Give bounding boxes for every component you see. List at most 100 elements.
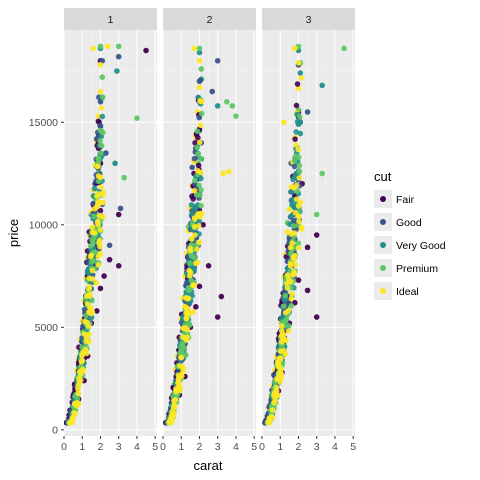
- x-tick-label: 0: [160, 441, 166, 453]
- point-ideal: [288, 279, 295, 285]
- point-good: [304, 109, 311, 115]
- point-ideal: [182, 324, 188, 331]
- point-ideal: [76, 368, 83, 375]
- point-premium: [186, 321, 193, 327]
- point-premium: [341, 45, 347, 52]
- point-ideal: [88, 252, 95, 259]
- point-ideal: [175, 376, 182, 383]
- legend-marker: [380, 219, 386, 225]
- point-premium: [283, 316, 290, 323]
- point-ideal: [269, 407, 276, 413]
- point-ideal: [284, 280, 290, 287]
- point-fair: [115, 263, 122, 269]
- point-ideal: [288, 295, 295, 302]
- point-ideal: [298, 226, 305, 232]
- point-ideal: [196, 139, 203, 146]
- facet-panel-1: 1: [63, 8, 157, 436]
- point-ideal: [276, 355, 283, 361]
- point-ideal: [285, 328, 292, 334]
- point-ideal: [86, 331, 93, 337]
- point-ideal: [81, 331, 88, 337]
- point-ideal: [293, 142, 300, 148]
- point-ideal: [196, 239, 203, 245]
- point-good: [115, 53, 122, 60]
- point-fair: [218, 293, 225, 300]
- x-axis-title: carat: [194, 458, 223, 473]
- point-ideal: [180, 368, 186, 375]
- point-very-good: [112, 160, 118, 167]
- point-ideal: [91, 229, 97, 236]
- point-premium: [296, 168, 303, 175]
- point-ideal: [75, 390, 82, 397]
- point-ideal: [79, 352, 85, 359]
- point-ideal: [277, 374, 283, 381]
- point-premium: [198, 202, 204, 209]
- point-premium: [282, 292, 289, 299]
- point-ideal: [284, 285, 291, 291]
- point-ideal: [281, 119, 287, 126]
- point-ideal: [196, 57, 203, 64]
- point-ideal: [194, 246, 200, 252]
- point-ideal: [96, 237, 103, 244]
- point-ideal: [289, 272, 296, 278]
- point-ideal: [168, 413, 175, 419]
- point-ideal: [273, 384, 280, 391]
- point-premium: [100, 129, 106, 136]
- point-ideal: [94, 219, 101, 226]
- point-fair: [293, 102, 300, 109]
- point-ideal: [82, 346, 89, 353]
- point-ideal: [267, 418, 273, 424]
- point-premium: [198, 186, 204, 193]
- legend-label: Very Good: [396, 240, 446, 252]
- point-fair: [196, 283, 203, 290]
- point-very-good: [288, 213, 295, 219]
- y-tick-label: 5000: [35, 322, 59, 334]
- point-ideal: [198, 98, 205, 105]
- point-ideal: [104, 43, 111, 50]
- point-very-good: [196, 49, 203, 56]
- point-fair: [115, 211, 122, 218]
- y-tick-label: 0: [52, 424, 58, 436]
- point-ideal: [296, 218, 302, 225]
- point-ideal: [192, 232, 198, 238]
- point-premium: [319, 170, 325, 177]
- point-premium: [285, 323, 292, 329]
- facet-panels: 1 2 3: [63, 8, 355, 436]
- point-premium: [74, 395, 81, 402]
- point-ideal: [271, 400, 277, 406]
- point-ideal: [97, 88, 104, 95]
- legend-label: Ideal: [396, 286, 419, 298]
- point-very-good: [214, 103, 221, 109]
- points: [262, 43, 347, 426]
- point-ideal: [171, 405, 177, 411]
- point-ideal: [83, 338, 90, 344]
- point-premium: [290, 223, 297, 229]
- facet-panel-3: 3: [261, 8, 355, 436]
- point-premium: [177, 350, 183, 356]
- point-premium: [233, 113, 239, 119]
- point-ideal: [178, 354, 184, 361]
- point-ideal: [97, 227, 104, 233]
- point-premium: [191, 255, 198, 261]
- point-ideal: [295, 146, 301, 153]
- y-tick-label: 10000: [29, 219, 58, 231]
- point-ideal: [100, 189, 107, 196]
- point-fair: [214, 314, 221, 320]
- x-tick-label: 2: [98, 441, 104, 453]
- point-ideal: [292, 45, 298, 52]
- y-axis-title: price: [6, 219, 21, 247]
- point-ideal: [184, 295, 191, 302]
- point-very-good: [99, 113, 106, 120]
- point-ideal: [100, 214, 106, 220]
- point-ideal: [75, 400, 82, 407]
- point-ideal: [98, 105, 105, 111]
- point-premium: [196, 182, 202, 189]
- point-premium: [291, 158, 298, 164]
- point-ideal: [95, 262, 102, 268]
- point-very-good: [319, 82, 325, 89]
- point-premium: [195, 151, 201, 157]
- point-ideal: [68, 419, 74, 426]
- point-premium: [313, 211, 320, 218]
- point-premium: [90, 240, 96, 246]
- legend-marker: [380, 288, 386, 294]
